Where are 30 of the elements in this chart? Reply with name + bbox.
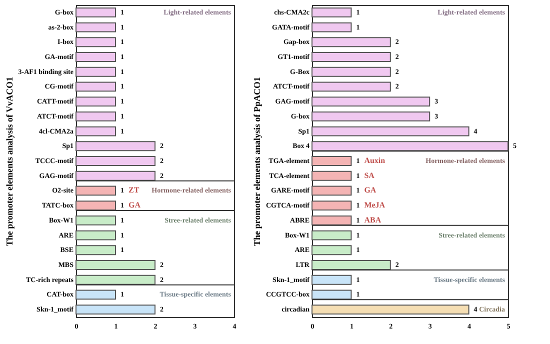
bar	[312, 82, 391, 92]
bar	[312, 141, 508, 152]
annotation: MeJA	[364, 200, 386, 210]
y-axis-title: The promoter elements analysis of VvACO1	[4, 76, 14, 246]
bar	[312, 230, 352, 240]
bar	[312, 290, 352, 300]
annotation: Auxin	[364, 156, 386, 165]
annotation: GA	[128, 200, 141, 210]
bar	[312, 304, 470, 315]
annotation: ABA	[364, 215, 382, 224]
bar	[312, 7, 352, 18]
bar	[312, 96, 430, 107]
annotation: ZT	[128, 186, 140, 195]
bar	[312, 126, 470, 136]
bar	[312, 186, 352, 196]
bar	[312, 200, 352, 211]
y-axis-title: The promoter elements analysis of PpACO1	[252, 76, 262, 246]
bar	[312, 170, 352, 181]
annotation: SA	[364, 170, 375, 180]
bar	[312, 66, 391, 77]
annotation: GA	[364, 186, 376, 195]
bar	[312, 156, 352, 166]
bar	[312, 274, 352, 285]
bar	[312, 215, 352, 226]
bar	[312, 22, 352, 32]
bar	[312, 52, 391, 62]
bar	[312, 245, 352, 256]
bar	[312, 260, 391, 270]
bar	[312, 37, 391, 48]
bar	[312, 111, 430, 122]
